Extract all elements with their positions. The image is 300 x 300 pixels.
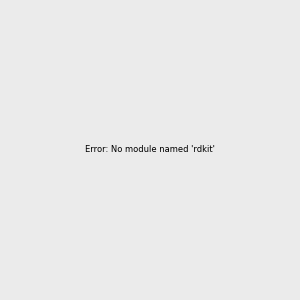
Text: Error: No module named 'rdkit': Error: No module named 'rdkit' [85,146,215,154]
